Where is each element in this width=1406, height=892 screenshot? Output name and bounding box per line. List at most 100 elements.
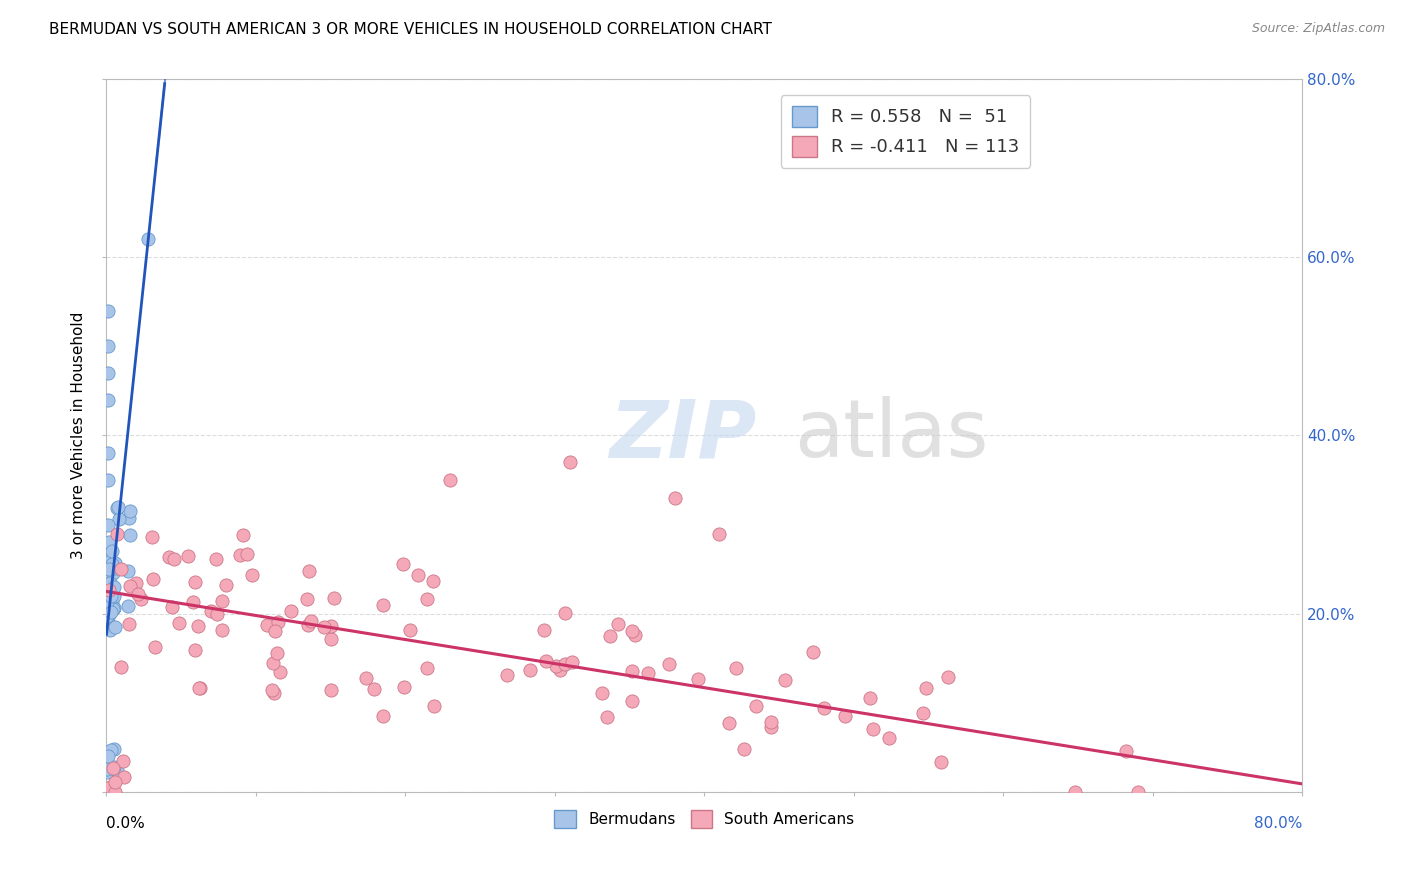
Point xyxy=(929,755,952,769)
Point xyxy=(104,556,127,570)
Point xyxy=(125,575,148,590)
Point xyxy=(688,672,710,686)
Point xyxy=(323,591,346,605)
Point xyxy=(97,599,120,614)
Point xyxy=(163,552,186,566)
Point xyxy=(104,620,127,634)
Point xyxy=(877,731,900,745)
Point xyxy=(423,698,446,713)
Point xyxy=(314,619,336,633)
Point xyxy=(256,618,278,632)
Point xyxy=(534,654,557,668)
Point xyxy=(157,549,180,564)
Point xyxy=(98,624,121,638)
Point xyxy=(591,686,613,700)
Point xyxy=(561,656,583,670)
Point xyxy=(394,680,416,694)
Point xyxy=(96,765,118,780)
Text: BERMUDAN VS SOUTH AMERICAN 3 OR MORE VEHICLES IN HOUSEHOLD CORRELATION CHART: BERMUDAN VS SOUTH AMERICAN 3 OR MORE VEH… xyxy=(49,22,772,37)
Point xyxy=(96,762,118,776)
Point xyxy=(110,659,132,673)
Point xyxy=(98,562,121,576)
Point xyxy=(108,512,131,526)
Point xyxy=(177,549,200,564)
Point xyxy=(97,610,120,624)
Point xyxy=(107,763,129,777)
Point xyxy=(263,685,285,699)
Point xyxy=(110,562,132,576)
Point xyxy=(439,473,461,487)
Point xyxy=(658,657,681,672)
Point xyxy=(97,517,120,532)
Point xyxy=(96,608,118,623)
Point xyxy=(101,595,124,609)
Point xyxy=(398,624,420,638)
Point xyxy=(1115,744,1137,758)
Point xyxy=(100,743,122,757)
Point xyxy=(100,589,122,603)
Point xyxy=(232,527,254,541)
Point xyxy=(136,232,159,246)
Point xyxy=(117,599,139,614)
Point xyxy=(97,392,120,407)
Point xyxy=(915,681,938,695)
Legend: Bermudans, South Americans: Bermudans, South Americans xyxy=(548,805,860,834)
Point xyxy=(184,574,207,589)
Point xyxy=(118,616,141,631)
Point xyxy=(97,339,120,353)
Point xyxy=(97,749,120,764)
Point xyxy=(98,780,121,794)
Point xyxy=(96,594,118,608)
Point xyxy=(101,602,124,616)
Point xyxy=(373,708,395,723)
Point xyxy=(104,775,127,789)
Point xyxy=(229,549,252,563)
Point xyxy=(519,663,541,677)
Point xyxy=(546,659,568,673)
Point xyxy=(801,645,824,659)
Point xyxy=(103,760,125,774)
Point xyxy=(596,710,619,724)
Point xyxy=(862,722,884,736)
Point xyxy=(98,554,121,568)
Point xyxy=(101,544,124,558)
Text: ZIP: ZIP xyxy=(609,396,756,475)
Point xyxy=(599,629,621,643)
Point xyxy=(96,569,118,583)
Point xyxy=(554,657,576,671)
Point xyxy=(709,526,731,541)
Point xyxy=(127,587,149,601)
Point xyxy=(97,303,120,318)
Point xyxy=(205,552,228,566)
Point xyxy=(118,528,141,542)
Point xyxy=(187,619,209,633)
Point xyxy=(118,511,141,525)
Point xyxy=(184,642,207,657)
Point xyxy=(759,720,782,734)
Point xyxy=(112,754,135,768)
Point xyxy=(422,574,444,589)
Point xyxy=(97,366,120,380)
Point xyxy=(236,548,259,562)
Point xyxy=(167,615,190,630)
Point xyxy=(363,681,385,696)
Point xyxy=(103,762,125,776)
Point xyxy=(103,589,125,603)
Point xyxy=(181,595,204,609)
Point xyxy=(297,617,319,632)
Point xyxy=(321,632,343,646)
Point xyxy=(558,455,581,469)
Point xyxy=(548,663,571,677)
Point xyxy=(129,592,152,607)
Point xyxy=(620,694,643,708)
Point xyxy=(98,535,121,549)
Point xyxy=(100,605,122,619)
Point xyxy=(416,592,439,607)
Y-axis label: 3 or more Vehicles in Household: 3 or more Vehicles in Household xyxy=(72,312,86,559)
Point xyxy=(207,607,229,621)
Point xyxy=(101,558,124,572)
Point xyxy=(211,624,233,638)
Text: Source: ZipAtlas.com: Source: ZipAtlas.com xyxy=(1251,22,1385,36)
Point xyxy=(416,660,439,674)
Point xyxy=(267,615,290,630)
